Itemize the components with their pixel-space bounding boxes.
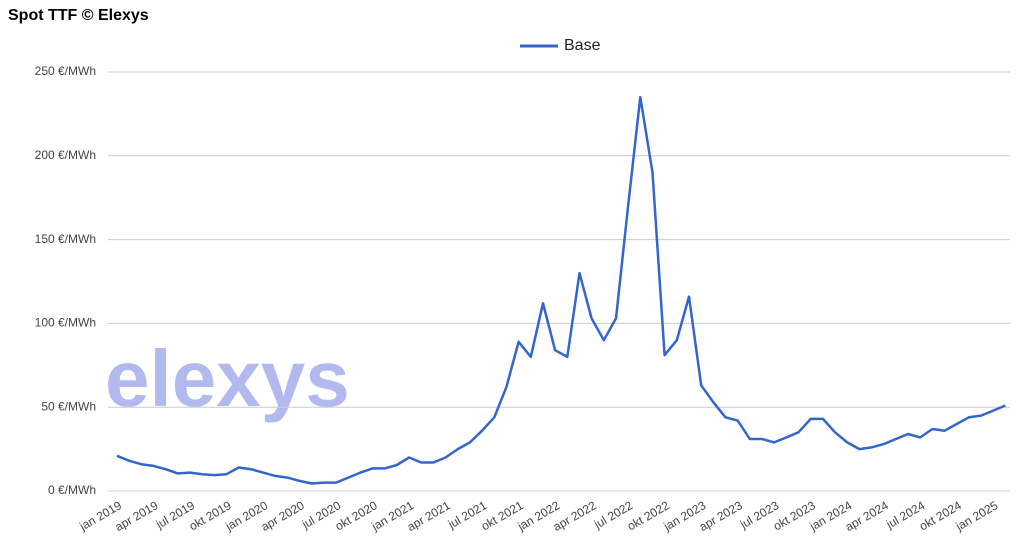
y-tick-label: 100 €/MWh [35,316,96,330]
chart-title: Spot TTF © Elexys [8,7,149,24]
watermark: elexys [105,334,350,423]
y-tick-label: 200 €/MWh [35,148,96,162]
y-tick-label: 150 €/MWh [35,232,96,246]
legend-label: Base [564,37,601,54]
y-tick-label: 0 €/MWh [48,483,96,497]
y-tick-label: 50 €/MWh [41,399,96,413]
y-tick-label: 250 €/MWh [35,64,96,78]
data-line [116,95,1006,485]
